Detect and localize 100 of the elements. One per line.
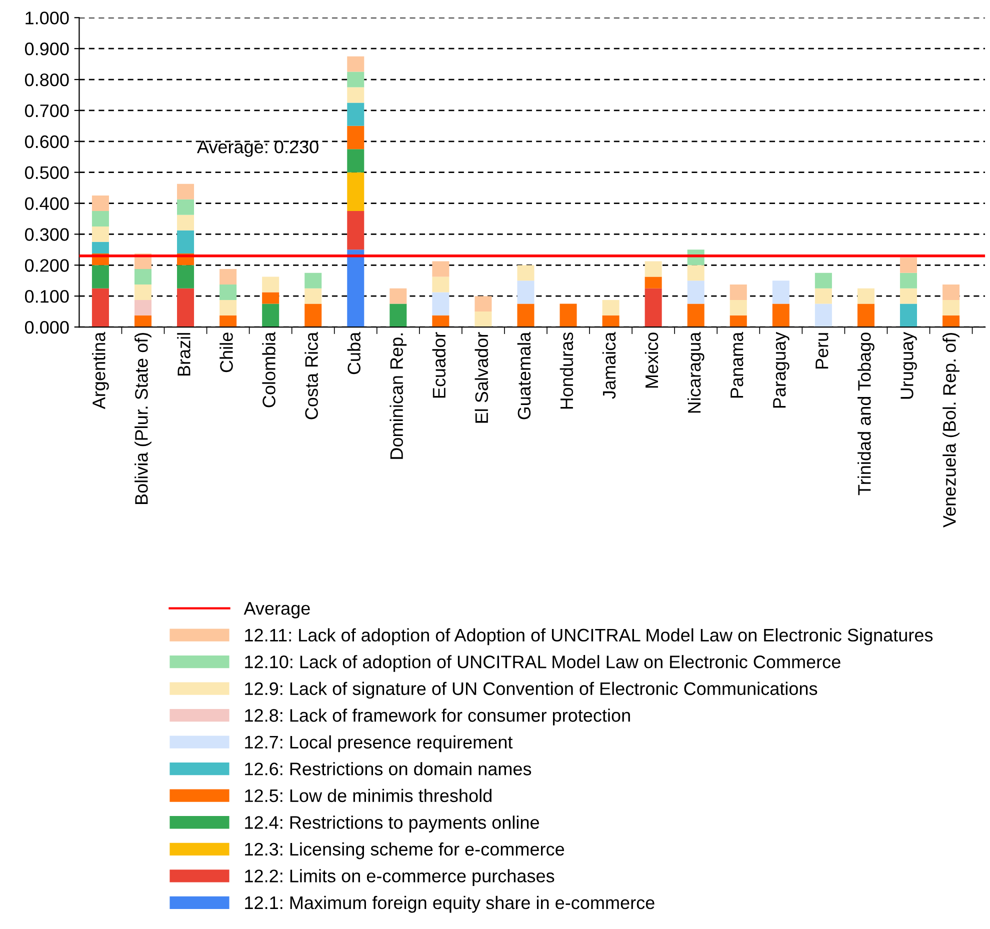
x-tick-label: Argentina — [92, 332, 109, 410]
bar — [390, 304, 407, 328]
bar — [602, 315, 620, 328]
bar — [220, 315, 237, 328]
bar — [304, 288, 322, 304]
bar — [814, 304, 832, 328]
x-tick-label: Costa Rica — [304, 332, 318, 420]
bar — [432, 315, 450, 328]
bar — [347, 211, 364, 250]
bar — [347, 149, 364, 172]
bar — [942, 300, 960, 316]
y-tick-label: 0.500 — [25, 166, 69, 180]
bar — [900, 272, 918, 288]
x-tick-label: Guatemala — [517, 332, 531, 420]
legend-label: 12.10: Lack of adoption of UNCITRAL Model Law on Electronic Commerce — [245, 655, 840, 672]
bar — [134, 284, 152, 300]
bar — [262, 276, 280, 292]
bar — [220, 300, 237, 316]
bar — [347, 87, 364, 103]
legend-label: 12.2: Limits on e-commerce purchases — [245, 869, 554, 886]
bar — [92, 196, 109, 211]
y-tick-label: 0.000 — [25, 320, 69, 334]
bar — [220, 284, 237, 300]
bar — [220, 269, 237, 284]
bar — [517, 280, 534, 304]
legend-label: 12.5: Low de minimis threshold — [245, 788, 492, 802]
x-tick-label: Colombia — [262, 332, 276, 408]
bar — [687, 280, 704, 304]
bar — [942, 315, 960, 328]
x-tick-label: Jamaica — [602, 332, 616, 399]
x-tick-label: Ecuador — [432, 332, 446, 398]
bar — [857, 304, 874, 328]
bar — [92, 288, 109, 328]
bar — [814, 272, 832, 288]
bar — [602, 300, 620, 316]
x-tick-label: Trinidad and Tobago — [858, 332, 874, 496]
bar — [900, 304, 918, 328]
x-tick-label: Mexico — [644, 332, 658, 388]
bar — [347, 250, 364, 328]
bar — [347, 72, 364, 88]
legend-label: 12.7: Local presence requirement — [245, 735, 513, 752]
bar — [304, 304, 322, 328]
bar — [730, 300, 747, 316]
bar — [730, 315, 747, 328]
x-tick-label: Panama — [730, 332, 744, 398]
x-tick-label: El Salvador — [474, 332, 488, 423]
bar — [177, 214, 194, 230]
legend-label: Average — [244, 602, 310, 618]
legend-label: 12.8: Lack of framework for consumer protection — [245, 708, 630, 726]
bar — [772, 280, 790, 304]
x-tick-label: Cuba — [347, 332, 360, 374]
bar — [644, 276, 662, 288]
bar — [134, 300, 152, 316]
legend-label: 12.1: Maximum foreign equity share in e-commerce — [245, 896, 654, 913]
legend-label: 12.9: Lack of signature of UN Convention of Electronic Communications — [245, 682, 818, 699]
x-tick-label: Nicaragua — [687, 332, 704, 413]
x-tick-label: Chile — [220, 332, 233, 372]
bar — [390, 288, 407, 304]
y-tick-label: 0.200 — [25, 259, 69, 272]
bar — [262, 304, 280, 328]
bar — [517, 265, 534, 281]
bar — [432, 292, 450, 316]
bar — [177, 199, 194, 215]
legend-label: 12.4: Restrictions to payments online — [245, 816, 539, 832]
bar — [92, 242, 109, 254]
bar — [177, 265, 194, 288]
x-tick-label: Honduras — [560, 332, 574, 409]
y-tick-label: 0.300 — [25, 228, 69, 241]
legend-label: 12.11: Lack of adoption of Adoption of UNCITRAL Model Law on Electronic Signatures — [245, 628, 933, 646]
bar — [900, 257, 918, 273]
bar — [517, 304, 534, 328]
bar — [900, 288, 918, 304]
bar — [347, 56, 364, 72]
y-tick-label: 0.400 — [25, 197, 69, 210]
bar — [432, 276, 450, 292]
x-tick-label: Paraguay — [773, 332, 790, 408]
bar — [772, 304, 790, 328]
bar — [644, 261, 662, 277]
y-tick-label: 0.600 — [25, 135, 69, 148]
bar — [857, 288, 874, 304]
y-tick-label: 1.000 — [26, 12, 69, 24]
legend-label: 12.3: Licensing scheme for e-commerce — [245, 842, 564, 860]
bar — [474, 296, 492, 312]
y-tick-label: 0.800 — [25, 73, 69, 86]
bar — [134, 315, 152, 328]
x-tick-label: Peru — [816, 333, 828, 369]
x-tick-label: Brazil — [177, 333, 190, 376]
bar — [644, 288, 662, 328]
x-tick-label: Bolivia (Plur. State of) — [134, 332, 152, 504]
bar — [134, 269, 152, 284]
bar — [177, 184, 194, 200]
bar — [560, 304, 577, 328]
bar — [177, 230, 194, 254]
bar — [177, 288, 194, 328]
bar — [432, 261, 450, 277]
bar — [687, 265, 704, 281]
bar — [92, 226, 109, 242]
bar — [687, 304, 704, 328]
y-tick-label: 0.100 — [25, 290, 69, 303]
x-tick-label: Uruguay — [900, 332, 917, 399]
